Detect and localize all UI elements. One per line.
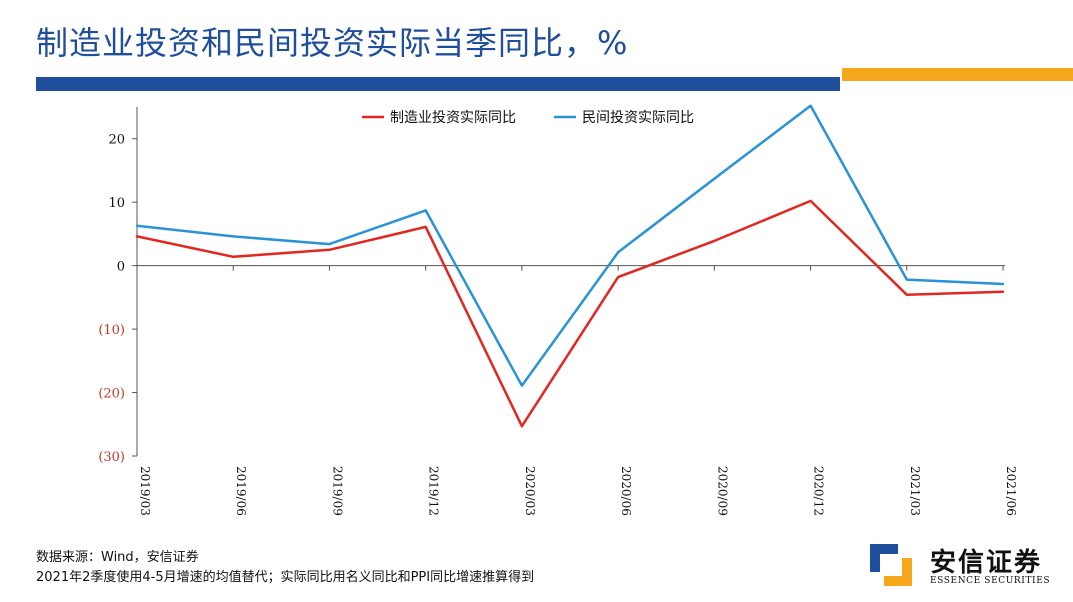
y-tick-label: (20): [98, 387, 125, 402]
method-note: 2021年2季度使用4-5月增速的均值替代；实际同比用名义同比和PPI同比增速推…: [36, 570, 535, 585]
x-tick-label: 2020/09: [715, 466, 729, 516]
logo-name-en: ESSENCE SECURITIES: [930, 576, 1051, 586]
title-underline-blue: [36, 77, 840, 91]
page-title: 制造业投资和民间投资实际当季同比，%: [36, 24, 629, 62]
logo-mark-icon: [870, 544, 912, 586]
legend-label: 制造业投资实际同比: [390, 110, 516, 126]
x-tick-label: 2020/12: [812, 466, 826, 516]
y-tick-label: (30): [98, 450, 125, 465]
title-underline-gold: [842, 68, 1073, 81]
company-logo: 安信证券 ESSENCE SECURITIES: [868, 540, 1068, 592]
y-tick-label: (10): [98, 323, 125, 338]
y-tick-label: 20: [108, 133, 125, 148]
y-tick-label: 0: [117, 260, 125, 275]
x-tick-label: 2019/09: [330, 466, 344, 516]
series-line-2: [135, 104, 1005, 387]
x-tick-label: 2020/03: [523, 466, 537, 516]
x-tick-label: 2021/06: [1004, 466, 1018, 516]
x-tick-label: 2019/12: [427, 466, 441, 516]
x-tick-label: 2021/03: [908, 466, 922, 516]
x-tick-label: 2020/06: [619, 466, 633, 516]
series-line-1: [135, 199, 1005, 428]
footnotes: 数据来源：Wind，安信证券 2021年2季度使用4-5月增速的均值替代；实际同…: [36, 548, 534, 588]
x-tick-label: 2019/06: [234, 466, 248, 516]
x-tick-label: 2019/03: [138, 466, 152, 516]
source-note: 数据来源：Wind，安信证券: [36, 550, 199, 565]
logo-name-cn: 安信证券: [930, 548, 1043, 578]
legend-label: 民间投资实际同比: [582, 110, 694, 126]
y-tick-label: 10: [108, 196, 125, 211]
